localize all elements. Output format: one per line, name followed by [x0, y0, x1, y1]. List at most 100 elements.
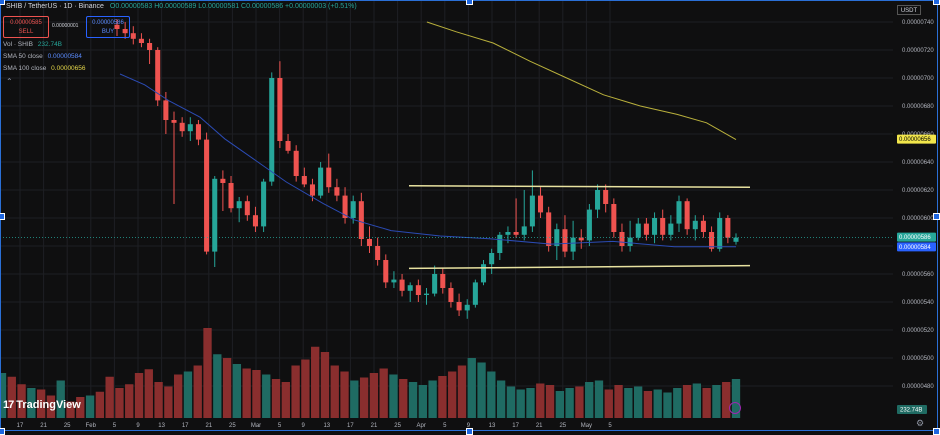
candle-body — [212, 178, 218, 252]
buy-button[interactable]: 0.00000586 BUY — [86, 16, 130, 38]
scroll-to-realtime-icon[interactable] — [729, 402, 741, 414]
candle-body — [521, 226, 527, 235]
volume-bar — [85, 395, 95, 418]
time-axis[interactable]: 17 21 25 Feb 5 9 13 17 21 25 Mar 5 9 13 17 21 25 Apr 5 9 13 1… — [17, 423, 613, 429]
candle-body — [220, 178, 226, 183]
volume-bar — [399, 379, 408, 418]
volume-bar — [477, 362, 486, 418]
volume-bar — [614, 385, 623, 418]
volume-bar — [174, 374, 183, 418]
tradingview-logo-icon: 17 — [3, 399, 14, 411]
logo-text: TradingView — [16, 399, 81, 411]
candle-body — [627, 237, 633, 246]
volume-bar — [134, 373, 144, 418]
candle-body — [399, 279, 405, 291]
time-tick-label: 21 — [205, 423, 212, 429]
volume-bar — [448, 371, 457, 418]
volume-bar — [545, 385, 555, 418]
candle-body — [423, 293, 430, 295]
candle-body — [236, 201, 242, 209]
candle-body — [407, 285, 413, 291]
candle-body — [366, 239, 373, 246]
volume-bar — [115, 388, 124, 418]
candle-body — [440, 274, 446, 288]
channel-lower-line[interactable] — [408, 264, 751, 270]
resize-handle-bc[interactable] — [466, 428, 473, 435]
candle-body — [326, 167, 332, 188]
resize-handle-br[interactable] — [933, 428, 940, 435]
channel-upper-line[interactable] — [408, 185, 751, 188]
candle-body — [643, 223, 649, 235]
indicator-sma50[interactable]: SMA 50 close 0.00000584 — [3, 53, 82, 60]
volume-bar — [320, 352, 330, 418]
volume-bar — [457, 365, 467, 418]
time-tick-label: 21 — [536, 423, 543, 429]
volume-bar — [702, 388, 711, 418]
volume-bar — [663, 392, 672, 418]
sell-button[interactable]: 0.00000585 SELL — [3, 16, 49, 38]
resize-handle-tr[interactable] — [933, 0, 940, 5]
candle-body — [538, 195, 544, 213]
candle-body — [301, 176, 307, 185]
indicator-name: SMA 100 close — [3, 65, 47, 72]
time-tick-label: May — [581, 423, 592, 429]
symbol-title[interactable]: SHIB / TetherUS · 1D · Binance — [6, 3, 104, 10]
resize-handle-tl[interactable] — [0, 0, 5, 5]
resize-handle-tc[interactable] — [466, 0, 473, 5]
resize-handle-mr[interactable] — [933, 213, 940, 220]
candle-body — [709, 232, 715, 249]
candle-body — [570, 237, 576, 252]
price-axis[interactable]: 0.00000740 0.00000720 0.00000700 0.00000680… — [893, 0, 940, 433]
volume-bar — [7, 376, 16, 418]
candle-body — [725, 218, 731, 238]
candle-body — [228, 183, 234, 209]
time-tick-label: 17 — [182, 423, 189, 429]
volume-bar — [56, 380, 65, 418]
candle-body — [293, 150, 299, 176]
currency-button[interactable]: USDT — [897, 5, 921, 15]
sma100-line — [426, 21, 737, 141]
indicator-volume[interactable]: Vol · SHIB 232.74B — [3, 41, 62, 48]
resize-handle-bl[interactable] — [0, 428, 5, 435]
volume-bar — [379, 368, 388, 418]
collapse-chevron-icon[interactable]: ⌃ — [6, 77, 13, 86]
volume-bar — [536, 383, 545, 418]
candle-body — [554, 229, 560, 246]
sell-price: 0.00000585 — [10, 20, 42, 26]
tradingview-logo: 17 TradingView — [3, 399, 81, 411]
volume-bar — [359, 377, 369, 418]
sma50-line — [119, 73, 736, 248]
time-tick-label: 25 — [559, 423, 566, 429]
indicator-sma100[interactable]: SMA 100 close 0.00000656 — [3, 65, 86, 72]
candle-body — [480, 264, 487, 283]
candle-body — [733, 237, 739, 242]
time-tick-label: 21 — [371, 423, 378, 429]
candle-body — [676, 201, 682, 224]
time-tick-label: 13 — [323, 423, 330, 429]
volume-bar — [183, 371, 193, 418]
sell-label: SELL — [18, 29, 34, 35]
resize-handle-ml[interactable] — [0, 213, 5, 220]
candle-body — [179, 122, 185, 132]
time-tick-label: 5 — [278, 423, 282, 429]
time-tick-label: Feb — [86, 423, 97, 429]
volume-bar — [516, 389, 525, 418]
volume-badge-label: 232.74B — [900, 408, 922, 414]
volume-bar — [164, 386, 173, 418]
candle-body — [497, 234, 503, 253]
candle-body — [269, 78, 275, 182]
price-badge — [897, 242, 936, 252]
volume-bar — [604, 389, 613, 418]
volume-bar — [311, 346, 320, 418]
volume-bar — [428, 380, 437, 418]
time-tick-label: Mar — [251, 423, 261, 429]
candle-body — [138, 38, 144, 43]
price-badge-label: 0.00000586 — [899, 235, 931, 241]
gear-icon[interactable]: ⚙ — [916, 418, 925, 428]
volume-bar — [643, 391, 653, 418]
volume-bar — [418, 385, 427, 418]
candle-body — [595, 190, 601, 210]
candle-body — [546, 212, 552, 246]
volume-bar — [438, 376, 447, 418]
